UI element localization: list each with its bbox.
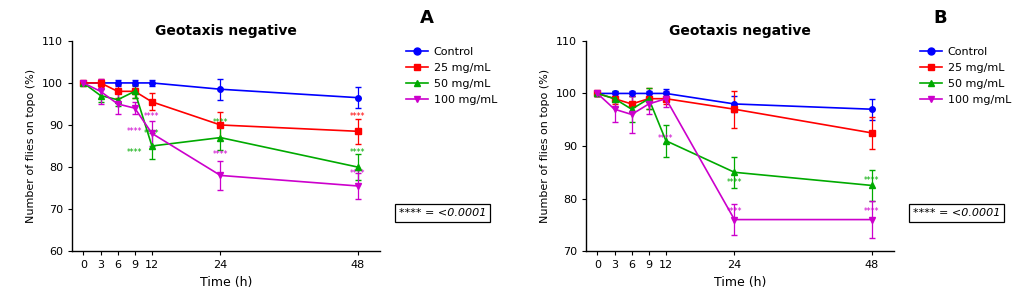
Text: ****: **** <box>658 134 673 142</box>
X-axis label: Time (h): Time (h) <box>714 276 766 289</box>
Text: A: A <box>419 9 434 27</box>
Text: ****: **** <box>144 112 159 121</box>
Y-axis label: Number of flies on topo (%): Number of flies on topo (%) <box>541 69 550 223</box>
Title: Geotaxis negative: Geotaxis negative <box>669 24 811 38</box>
Text: ****: **** <box>727 178 742 187</box>
Text: ****: **** <box>213 150 228 159</box>
Legend: Control, 25 mg/mL, 50 mg/mL, 100 mg/mL: Control, 25 mg/mL, 50 mg/mL, 100 mg/mL <box>915 42 1016 110</box>
Text: ****: **** <box>213 118 228 127</box>
Text: ****: **** <box>727 207 742 216</box>
Text: **** = <0.0001: **** = <0.0001 <box>913 208 1000 218</box>
Text: ****: **** <box>350 169 365 178</box>
Y-axis label: Number of flies on topo (%): Number of flies on topo (%) <box>27 69 36 223</box>
Title: Geotaxis negative: Geotaxis negative <box>155 24 297 38</box>
Legend: Control, 25 mg/mL, 50 mg/mL, 100 mg/mL: Control, 25 mg/mL, 50 mg/mL, 100 mg/mL <box>401 42 502 110</box>
X-axis label: Time (h): Time (h) <box>200 276 252 289</box>
Text: B: B <box>933 9 948 27</box>
Text: ****: **** <box>350 112 365 121</box>
Text: ****: **** <box>127 148 143 157</box>
Text: ****: **** <box>144 129 159 138</box>
Text: ****: **** <box>127 127 143 136</box>
Text: ****: **** <box>864 176 879 185</box>
Text: ****: **** <box>350 148 365 157</box>
Text: ****: **** <box>864 207 879 216</box>
Text: **** = <0.0001: **** = <0.0001 <box>399 208 486 218</box>
